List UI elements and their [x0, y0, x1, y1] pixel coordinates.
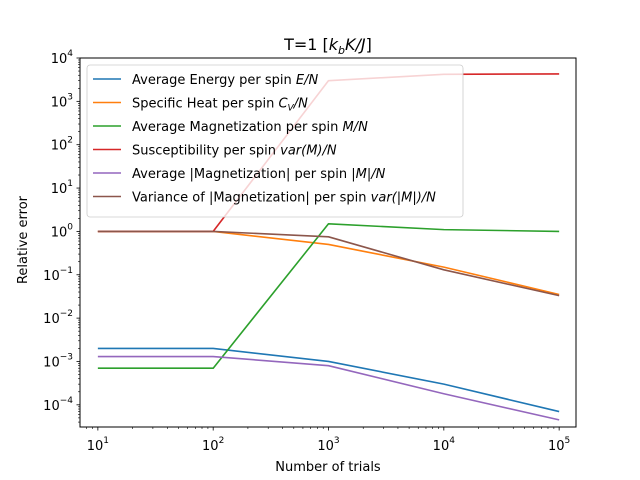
y-tick-label-exp: 0: [67, 222, 73, 232]
y-tick-label-exp: −2: [60, 309, 73, 319]
y-tick-label-base: 10: [43, 269, 60, 284]
series-line-4: [97, 355, 560, 421]
legend-label-text: Average Energy per spin: [132, 73, 296, 88]
y-tick-label-base: 10: [43, 399, 60, 414]
y-tick-label-3: 10−1: [43, 266, 73, 284]
x-tick-label-0: 101: [87, 436, 109, 454]
y-tick-label-5: 101: [51, 179, 73, 197]
legend-label-math-sub: V: [288, 104, 295, 114]
legend-label-math: var(|M|)/N: [371, 191, 437, 206]
y-tick-label-base: 10: [51, 139, 68, 154]
y-tick-label-8: 104: [51, 49, 74, 67]
legend-label-text: Susceptibility per spin: [132, 144, 280, 159]
y-tick-label-exp: 1: [67, 179, 73, 189]
legend-label-5: Variance of |Magnetization| per spin var…: [132, 191, 436, 206]
legend-label-4: Average |Magnetization| per spin |M|/N: [132, 167, 386, 182]
y-tick-label-1: 10−3: [43, 352, 73, 370]
legend-label-text: Average |Magnetization| per spin: [132, 167, 351, 182]
y-tick-label-base: 10: [51, 182, 68, 197]
legend-label-math: |M|/N: [351, 167, 385, 182]
x-tick-label-2: 103: [317, 436, 339, 454]
y-tick-label-base: 10: [51, 95, 68, 110]
x-tick-label-4: 105: [548, 436, 570, 454]
x-tick-label-base: 10: [317, 439, 334, 454]
x-tick-label-base: 10: [433, 439, 450, 454]
plot-frame: [79, 57, 577, 428]
legend: Average Energy per spin E/N Specific Heat…: [86, 64, 464, 218]
legend-label-0: Average Energy per spin E/N: [132, 73, 319, 88]
y-tick-label-0: 10−4: [43, 396, 73, 414]
y-tick-label-exp: 4: [67, 49, 73, 59]
x-tick-label-1: 102: [202, 436, 224, 454]
y-tick-label-4: 100: [51, 222, 74, 240]
legend-label-text: Specific Heat per spin: [132, 97, 278, 112]
legend-label-math2: /N: [293, 97, 308, 112]
legend-label-3: Susceptibility per spin var(M)/N: [132, 144, 337, 159]
y-tick-label-exp: −3: [60, 352, 73, 362]
series-line-2: [97, 222, 560, 369]
x-tick-label-3: 104: [433, 436, 456, 454]
x-axis-label: Number of trials: [275, 460, 381, 475]
y-tick-label-exp: 3: [67, 92, 73, 102]
y-tick-label-exp: −1: [60, 266, 73, 276]
legend-label-math: var(M)/N: [280, 144, 337, 159]
x-tick-label-exp: 2: [219, 436, 225, 446]
y-tick-label-base: 10: [43, 312, 60, 327]
y-tick-label-6: 102: [51, 136, 73, 154]
x-axis: 101 102 103 104 105: [86, 427, 570, 454]
x-tick-label-base: 10: [202, 439, 219, 454]
y-tick-label-base: 10: [51, 52, 68, 67]
legend-label-text: Average Magnetization per spin: [132, 120, 342, 135]
x-tick-label-exp: 4: [449, 436, 455, 446]
y-tick-label-base: 10: [51, 225, 68, 240]
legend-label-text: Variance of |Magnetization| per spin: [132, 191, 371, 206]
legend-label-math: E/N: [296, 73, 319, 88]
y-tick-label-base: 10: [43, 355, 60, 370]
series-line-5: [97, 230, 560, 297]
y-tick-label-2: 10−2: [43, 309, 73, 327]
series-line-0: [97, 347, 560, 413]
x-tick-label-base: 10: [87, 439, 104, 454]
x-tick-label-exp: 5: [565, 436, 571, 446]
x-tick-label-exp: 3: [334, 436, 340, 446]
y-tick-label-exp: −4: [60, 396, 74, 406]
x-tick-label-base: 10: [548, 439, 565, 454]
plot-area: Average Energy per spin E/N Specific Heat…: [43, 49, 577, 454]
y-tick-label-exp: 2: [67, 136, 73, 146]
legend-label-2: Average Magnetization per spin M/N: [132, 120, 368, 135]
y-tick-label-7: 103: [51, 92, 73, 110]
legend-box: [86, 64, 464, 218]
y-axis-label: Relative error: [16, 195, 31, 284]
legend-label-math: M/N: [342, 120, 368, 135]
legend-label-math: C: [278, 97, 288, 112]
legend-label-1: Specific Heat per spin CV/N: [132, 97, 308, 114]
chart-title: T=1 [kbK/J]: [283, 35, 372, 57]
x-tick-label-exp: 1: [103, 436, 109, 446]
